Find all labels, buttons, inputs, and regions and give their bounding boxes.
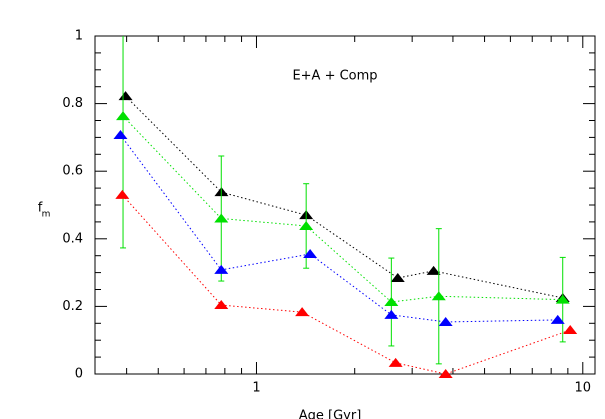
marker — [384, 297, 399, 307]
series-line — [121, 194, 571, 375]
y-tick-label: 1 — [75, 29, 83, 44]
y-tick-label: 0.4 — [62, 231, 83, 246]
marker — [299, 220, 314, 230]
marker — [214, 213, 229, 223]
y-tick-label: 0.6 — [62, 164, 83, 179]
marker — [431, 291, 446, 301]
x-tick-label: 10 — [575, 381, 592, 396]
y-axis-label-sub: m — [42, 210, 51, 220]
series-line — [120, 134, 558, 323]
marker — [384, 309, 399, 319]
x-axis-label: Age [Gyr] — [299, 409, 362, 419]
y-tick-label: 0 — [75, 367, 83, 382]
marker — [388, 357, 403, 367]
marker — [555, 294, 570, 304]
marker — [303, 249, 318, 259]
y-tick-label: 0.8 — [62, 96, 83, 111]
marker — [390, 273, 405, 283]
marker — [295, 307, 310, 317]
annotation: E+A + Comp — [292, 69, 377, 84]
y-tick-label: 0.2 — [62, 299, 83, 314]
marker — [426, 265, 441, 275]
marker — [118, 91, 133, 101]
marker — [563, 325, 578, 335]
series-line — [122, 115, 563, 303]
plot-frame — [94, 35, 596, 375]
marker — [116, 111, 131, 121]
marker — [113, 130, 128, 140]
marker — [438, 316, 453, 326]
marker — [115, 189, 130, 199]
y-axis-label: f — [38, 201, 43, 216]
marker — [438, 369, 453, 378]
marker — [214, 264, 229, 274]
marker — [550, 314, 565, 324]
marker — [214, 300, 229, 310]
series-line — [125, 95, 563, 299]
x-tick-label: 1 — [252, 381, 260, 396]
